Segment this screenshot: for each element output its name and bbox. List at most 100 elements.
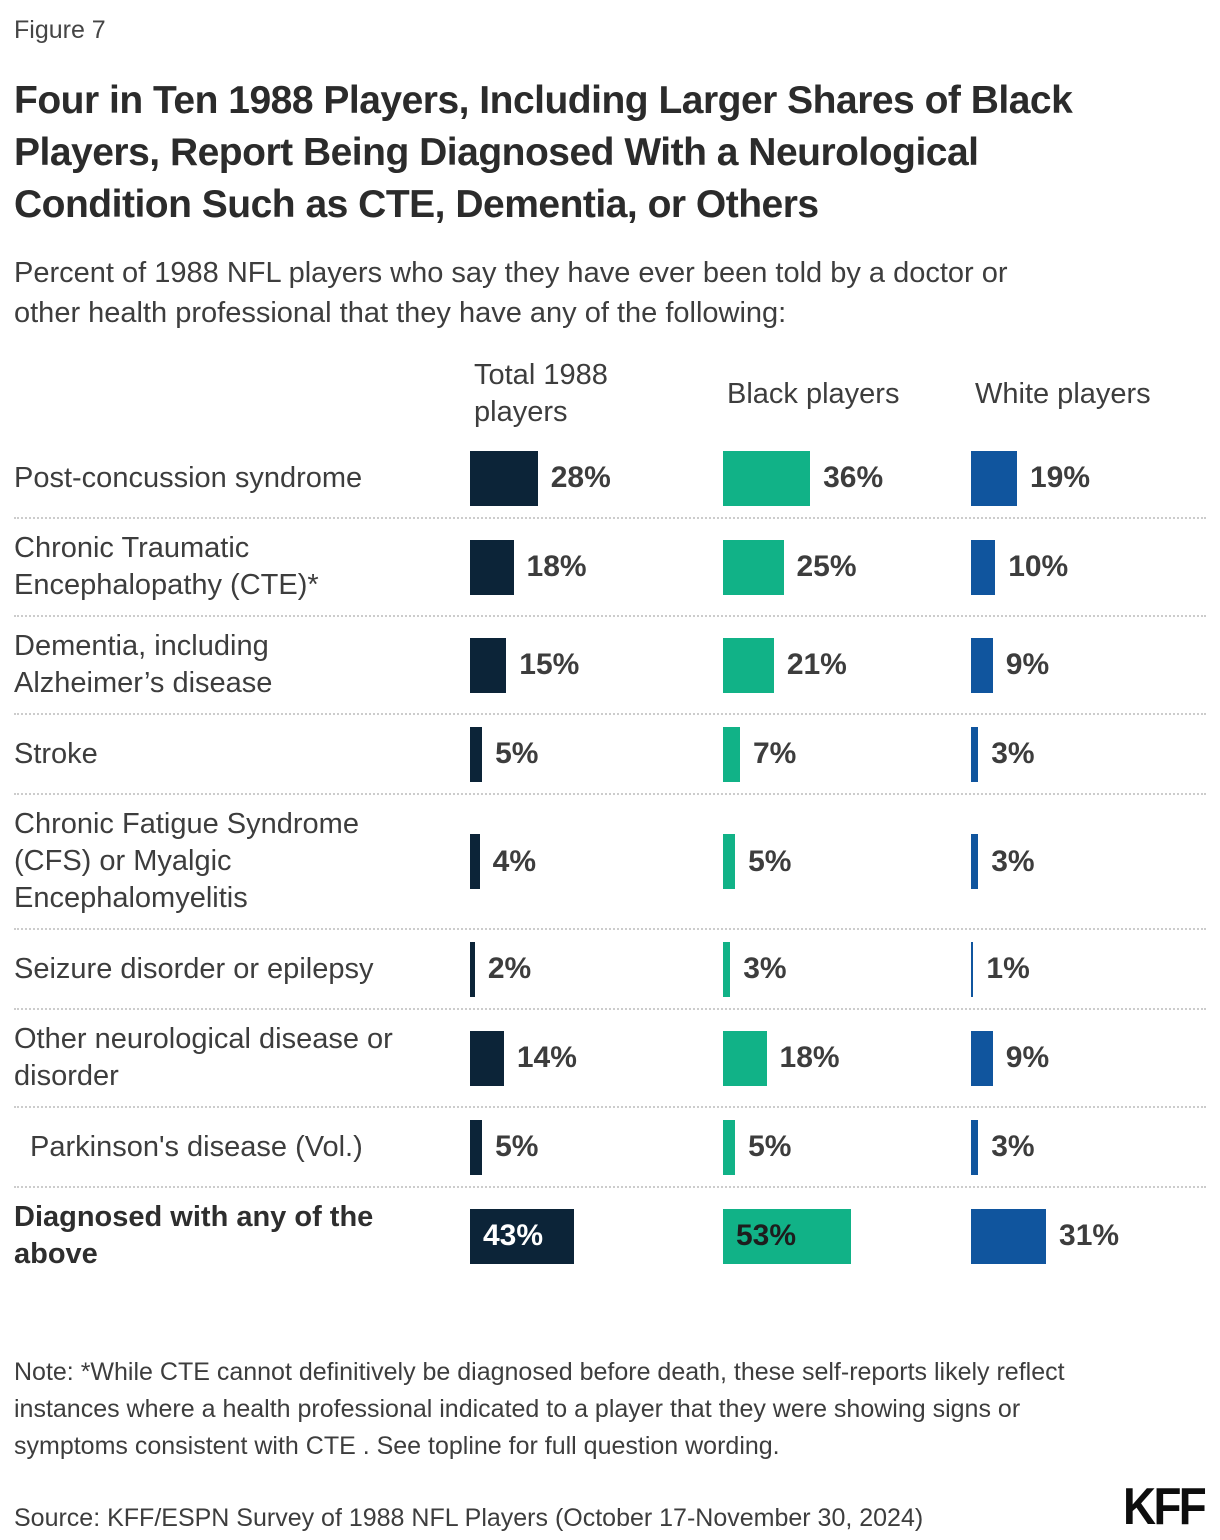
value-label: 21% [786,648,847,681]
value-label: 15% [519,648,580,681]
bar [723,834,736,889]
chart-row: Parkinson's disease (Vol.) 5% 5% 3% [14,1106,1206,1186]
chart-row: Chronic Fatigue Syndrome (CFS) or Myalgi… [14,793,1206,928]
value-label: 19% [1029,461,1091,494]
source-line: Source: KFF/ESPN Survey of 1988 NFL Play… [14,1504,924,1532]
value-label: 4% [492,844,537,878]
value-label: 3% [743,952,787,985]
bar [723,941,731,997]
bar [723,1030,767,1086]
footnote: Note: *While CTE cannot definitively be … [14,1358,1065,1460]
value-label: 3% [991,844,1035,878]
bar-cell: 3% [971,834,1206,890]
column-header-row: Total 1988 players Black players White p… [14,357,1206,439]
value-label: 9% [1005,1041,1050,1074]
value-label: 18% [526,550,587,583]
kff-logo: KFF [1122,1478,1207,1536]
bar [971,539,996,595]
bar [971,726,979,782]
value-label: 5% [748,1130,792,1163]
row-label: Chronic Traumatic Encephalopathy (CTE)* [14,532,319,601]
column-header-total: Total 1988 players [474,359,608,428]
bar [971,1119,979,1175]
row-label: Seizure disorder or epilepsy [14,952,374,985]
value-label: 10% [1008,550,1069,583]
value-label: 36% [823,461,884,494]
chart-rows: Post-concussion syndrome 28% 36% 19% Chronic… [14,439,1206,1284]
bar-cell: 2% [470,941,723,997]
row-label: Parkinson's disease (Vol.) [30,1130,363,1163]
value-label: 14% [516,1041,577,1074]
row-label: Other neurological disease or disorder [14,1023,393,1092]
bar [470,539,514,595]
subtitle: Percent of 1988 NFL players who say they… [14,257,1008,329]
bar [470,834,480,889]
bar-cell: 3% [723,941,971,997]
bar-cell: 21% [723,637,971,693]
value-label: 3% [991,1130,1035,1163]
value-label: 7% [752,737,797,770]
bar: 53% [723,1208,852,1264]
row-label: Stroke [14,737,98,770]
value-label: 43% [483,1219,544,1252]
row-label: Post-concussion syndrome [14,461,363,494]
bar [971,1030,993,1086]
figure-label: Figure 7 [14,16,106,44]
column-header-black: Black players [727,377,900,410]
bar-chart: Total 1988 players Black players White p… [14,357,1206,1284]
value-label: 1% [986,952,1030,985]
value-label: 25% [796,550,857,583]
bar [723,1119,736,1175]
chart-row: Chronic Traumatic Encephalopathy (CTE)* 1… [14,517,1206,615]
bar-cell: 5% [470,1119,723,1175]
value-label: 3% [991,737,1035,770]
value-label: 5% [748,844,792,878]
bar-cell: 4% [470,834,723,890]
bar-cell: 31% [971,1208,1206,1264]
bar-cell: 9% [971,637,1206,693]
bar [470,726,483,782]
bar [470,637,507,693]
bar [971,450,1017,506]
bar-cell: 7% [723,726,971,782]
bar [723,637,774,693]
chart-row: Seizure disorder or epilepsy 2% 3% 1% [14,928,1206,1008]
bar-cell: 5% [470,726,723,782]
bar [971,941,974,997]
bar-cell: 3% [971,726,1206,782]
row-label: Dementia, including Alzheimer’s disease [14,630,273,699]
column-header-white: White players [975,377,1151,410]
bar-cell: 9% [971,1030,1206,1086]
value-label: 9% [1005,648,1050,681]
bar-cell: 5% [723,1119,971,1175]
bar-cell: 1% [971,941,1206,997]
bar-cell: 28% [470,450,723,506]
bar-cell: 14% [470,1030,723,1086]
chart-row: Post-concussion syndrome 28% 36% 19% [14,439,1206,517]
chart-row: Diagnosed with any of the above 43% 53% 31% [14,1186,1206,1284]
bar: 43% [470,1208,575,1264]
bar-cell: 10% [971,539,1206,595]
row-label: Chronic Fatigue Syndrome (CFS) or Myalgi… [14,808,359,914]
bar [971,637,993,693]
value-label: 31% [1059,1219,1120,1252]
bar-cell: 36% [723,450,971,506]
footer: Source: KFF/ESPN Survey of 1988 NFL Play… [14,1478,1207,1536]
value-label: 18% [779,1041,840,1074]
value-label: 28% [550,461,611,494]
chart-row: Other neurological disease or disorder 14… [14,1008,1206,1106]
bar [723,726,740,782]
bar-cell: 19% [971,450,1206,506]
bar-cell: 15% [470,637,723,693]
bar-cell: 18% [723,1030,971,1086]
chart-row: Dementia, including Alzheimer’s disease 1… [14,615,1206,713]
bar-cell: 25% [723,539,971,595]
bar-cell: 43% [470,1208,723,1264]
bar [723,450,811,506]
bar [470,941,475,997]
value-label: 2% [487,952,532,985]
bar [723,539,784,595]
page-title: Four in Ten 1988 Players, Including Larg… [14,79,1073,226]
bar [470,1030,504,1086]
